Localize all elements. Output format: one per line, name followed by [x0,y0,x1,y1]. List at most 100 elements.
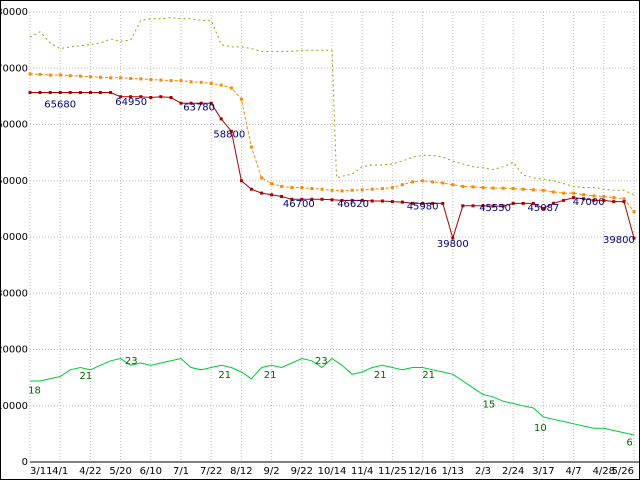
marker-average-price [149,78,153,81]
marker-lowest-price [320,197,324,201]
marker-average-price [119,76,123,80]
marker-average-price [139,77,143,81]
marker-lowest-price [572,196,576,200]
marker-lowest-price [58,91,62,94]
data-label-15: 15 [483,399,496,410]
marker-average-price [350,188,354,192]
marker-lowest-price [38,91,42,94]
data-label-47000: 47000 [573,197,605,208]
marker-average-price [159,78,163,82]
marker-lowest-price [249,187,253,191]
marker-lowest-price [290,197,294,201]
data-label-10: 10 [534,423,547,434]
marker-average-price [169,79,173,83]
marker-lowest-price [119,95,123,99]
marker-lowest-price [411,201,415,205]
x-tick-label: 7/22 [200,466,222,477]
marker-lowest-price [451,236,455,240]
marker-lowest-price [350,198,354,202]
marker-lowest-price [149,96,153,99]
marker-lowest-price [370,199,374,203]
marker-average-price [280,184,284,188]
marker-average-price [421,179,425,183]
marker-average-price [400,183,404,187]
marker-average-price [249,145,253,149]
data-label-21: 21 [264,370,277,381]
marker-lowest-price [360,198,364,202]
marker-lowest-price [582,197,586,201]
x-tick-label: 8/12 [230,466,252,477]
y-tick-label: 50000 [0,176,28,187]
marker-average-price [98,75,102,79]
data-label-21: 21 [80,371,93,382]
data-label-45980: 45980 [407,201,439,212]
marker-lowest-price [421,201,425,205]
marker-average-price [511,187,515,191]
data-label-58800: 58800 [213,129,245,140]
marker-lowest-price [98,91,102,94]
marker-lowest-price [270,193,274,197]
marker-lowest-price [159,95,163,99]
marker-average-price [28,72,32,76]
marker-average-price [330,188,334,192]
marker-average-price [310,187,314,191]
marker-lowest-price [390,200,394,204]
marker-average-price [109,76,113,80]
marker-average-price [451,183,455,187]
marker-average-price [68,74,72,78]
marker-average-price [199,80,203,84]
marker-average-price [592,194,596,198]
marker-average-price [411,180,415,184]
data-label-23: 23 [315,356,328,367]
x-tick-label: 11/4 [351,466,373,477]
marker-average-price [270,182,274,186]
data-label-21: 21 [374,370,387,381]
marker-lowest-price [400,200,404,204]
marker-lowest-price [78,91,82,94]
marker-lowest-price [310,197,314,201]
marker-lowest-price [28,91,32,94]
x-tick-label: 9/22 [291,466,313,477]
y-tick-label: 30000 [0,288,28,299]
x-tick-label: 3/11 [30,466,52,477]
marker-average-price [582,193,586,197]
marker-lowest-price [209,101,213,105]
data-label-39800: 39800 [603,235,635,246]
marker-average-price [179,79,183,83]
marker-average-price [260,176,264,180]
marker-lowest-price [612,200,616,204]
marker-average-price [38,72,42,76]
marker-average-price [562,191,566,195]
marker-lowest-price [129,95,133,99]
marker-average-price [481,186,485,189]
marker-average-price [88,75,92,79]
marker-lowest-price [592,198,596,202]
marker-lowest-price [511,201,515,205]
marker-average-price [229,86,233,90]
marker-average-price [541,188,545,192]
data-label-39800: 39800 [437,239,469,250]
marker-lowest-price [521,201,525,205]
data-label-46620: 46620 [337,199,369,210]
x-tick-label: 7/1 [173,466,189,477]
marker-lowest-price [88,91,92,94]
marker-lowest-price [139,95,143,99]
marker-average-price [209,81,213,85]
marker-average-price [602,195,606,198]
x-tick-label: 2/24 [502,466,524,477]
marker-lowest-price [169,96,173,99]
marker-average-price [340,189,344,193]
x-tick-label: 3/17 [532,466,554,477]
marker-average-price [290,186,294,189]
marker-average-price [441,181,445,185]
y-tick-label: 10000 [0,401,28,412]
marker-average-price [501,186,505,190]
marker-lowest-price [300,197,304,201]
marker-average-price [78,74,82,78]
marker-lowest-price [219,117,223,121]
data-label-63780: 63780 [183,102,215,113]
x-tick-label: 4/28 [593,466,615,477]
